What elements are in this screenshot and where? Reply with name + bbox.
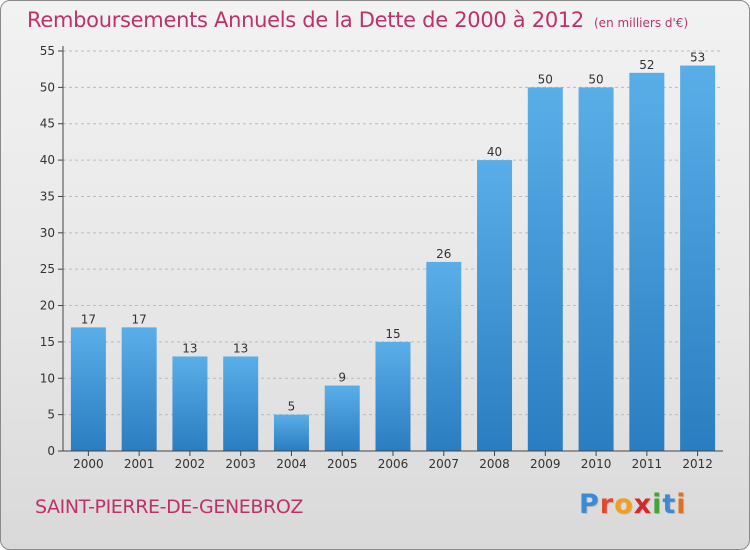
bar: [223, 356, 259, 451]
y-tick-label: 5: [47, 408, 55, 422]
bar: [426, 261, 462, 451]
data-label: 13: [182, 341, 197, 355]
data-label: 26: [436, 247, 451, 261]
y-tick-label: 15: [40, 335, 55, 349]
logo-letter: i: [676, 489, 687, 520]
x-tick-label: 2002: [175, 457, 206, 471]
y-tick-label: 0: [47, 444, 55, 458]
data-label: 40: [487, 145, 502, 159]
logo-letter: P: [579, 489, 600, 520]
logo-letter: i: [652, 489, 663, 520]
bar: [477, 160, 513, 451]
data-label: 5: [288, 400, 296, 414]
x-tick-label: 2004: [276, 457, 307, 471]
data-label: 50: [588, 72, 603, 86]
bar: [324, 385, 360, 451]
bar: [70, 327, 106, 451]
bar: [172, 356, 208, 451]
data-label: 15: [385, 327, 400, 341]
bar-chart: 0 5 10 15 20 25 30 35 40 45 50 55 17 2000 17 2001 13 2002…: [40, 44, 723, 471]
data-label: 13: [233, 341, 248, 355]
y-tick-label: 10: [40, 371, 55, 385]
logo-letter: t: [662, 489, 677, 520]
data-label: 17: [81, 312, 96, 326]
title-text: Remboursements Annuels de la Dette de 20…: [27, 8, 584, 32]
bar: [629, 72, 665, 452]
bar: [527, 87, 563, 451]
unit-label: (en milliers d'€): [594, 16, 689, 30]
bar: [273, 414, 309, 451]
logo-letter: r: [599, 489, 615, 520]
bar: [375, 341, 411, 451]
proxiti-logo: Proxiti: [579, 489, 687, 520]
x-tick-label: 2010: [581, 457, 612, 471]
x-tick-label: 2006: [378, 457, 409, 471]
y-tick-label: 30: [40, 226, 55, 240]
x-tick-label: 2009: [530, 457, 561, 471]
y-tick-label: 20: [40, 299, 55, 313]
y-tick-label: 45: [40, 117, 55, 131]
x-tick-label: 2005: [327, 457, 358, 471]
x-tick-label: 2007: [428, 457, 459, 471]
y-tick-label: 50: [40, 80, 55, 94]
x-tick-label: 2003: [225, 457, 256, 471]
bar: [578, 87, 614, 451]
y-tick-label: 25: [40, 262, 55, 276]
bar: [680, 65, 716, 451]
y-tick-label: 35: [40, 189, 55, 203]
y-tick-label: 55: [40, 44, 55, 58]
x-tick-label: 2000: [73, 457, 104, 471]
x-tick-label: 2008: [479, 457, 510, 471]
commune-name: SAINT-PIERRE-DE-GENEBROZ: [35, 496, 304, 518]
logo-letter: o: [614, 489, 634, 520]
chart-title: Remboursements Annuels de la Dette de 20…: [27, 8, 688, 32]
data-label: 9: [338, 371, 346, 385]
x-tick-label: 2011: [632, 457, 663, 471]
data-label: 52: [639, 58, 654, 72]
x-tick-label: 2001: [124, 457, 155, 471]
data-label: 53: [690, 51, 705, 65]
bar: [121, 327, 157, 451]
y-tick-label: 40: [40, 153, 55, 167]
logo-letter: x: [633, 489, 653, 520]
data-label: 17: [132, 312, 147, 326]
data-label: 50: [538, 72, 553, 86]
x-tick-label: 2012: [682, 457, 713, 471]
